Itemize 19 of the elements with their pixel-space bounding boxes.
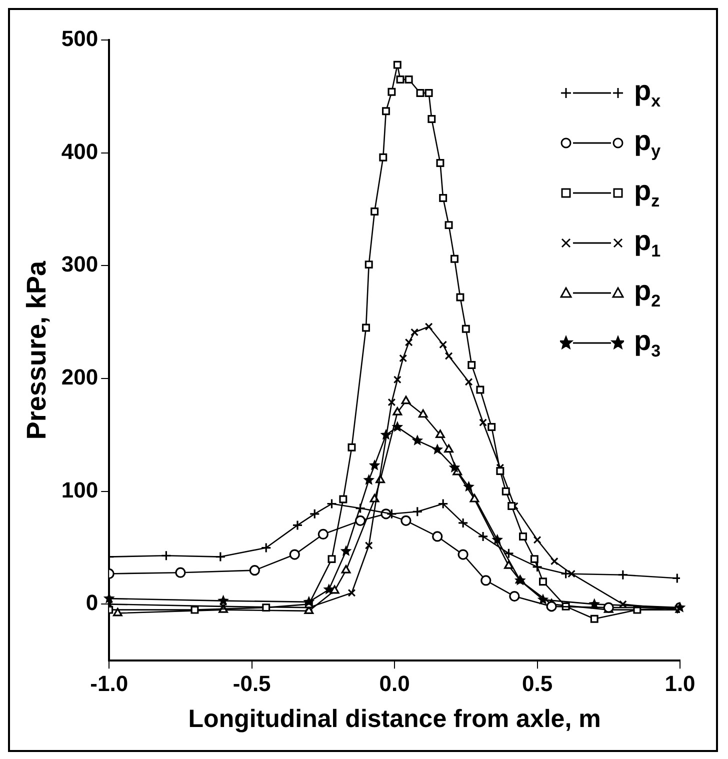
y-tick-label: 0 xyxy=(86,590,98,616)
y-tick-label: 100 xyxy=(61,477,98,502)
legend-label: p$_{z}$ xyxy=(634,174,660,212)
y-axis-title: Pressure, kPa xyxy=(22,260,52,440)
x-axis-title: Longitudinal distance from axle, m xyxy=(188,704,601,733)
x-tick-label: -1.0 xyxy=(90,670,128,696)
x-tick-label: 1.0 xyxy=(664,670,696,696)
x-tick-label: 0.5 xyxy=(522,670,553,696)
y-tick-label: 300 xyxy=(61,252,98,277)
legend-label: p$_{2}$ xyxy=(634,274,661,312)
legend-label: p$_{3}$ xyxy=(634,324,661,362)
legend-label: p$_{x}$ xyxy=(634,74,661,112)
legend-label: p$_{y}$ xyxy=(634,124,661,162)
legend-label: p$_{1}$ xyxy=(634,224,661,262)
y-tick-label: 400 xyxy=(61,138,98,164)
y-tick-label: 500 xyxy=(61,26,98,52)
x-tick-label: -0.5 xyxy=(232,670,271,696)
x-tick-label: 0.0 xyxy=(379,670,410,696)
y-tick-label: 200 xyxy=(61,364,98,390)
